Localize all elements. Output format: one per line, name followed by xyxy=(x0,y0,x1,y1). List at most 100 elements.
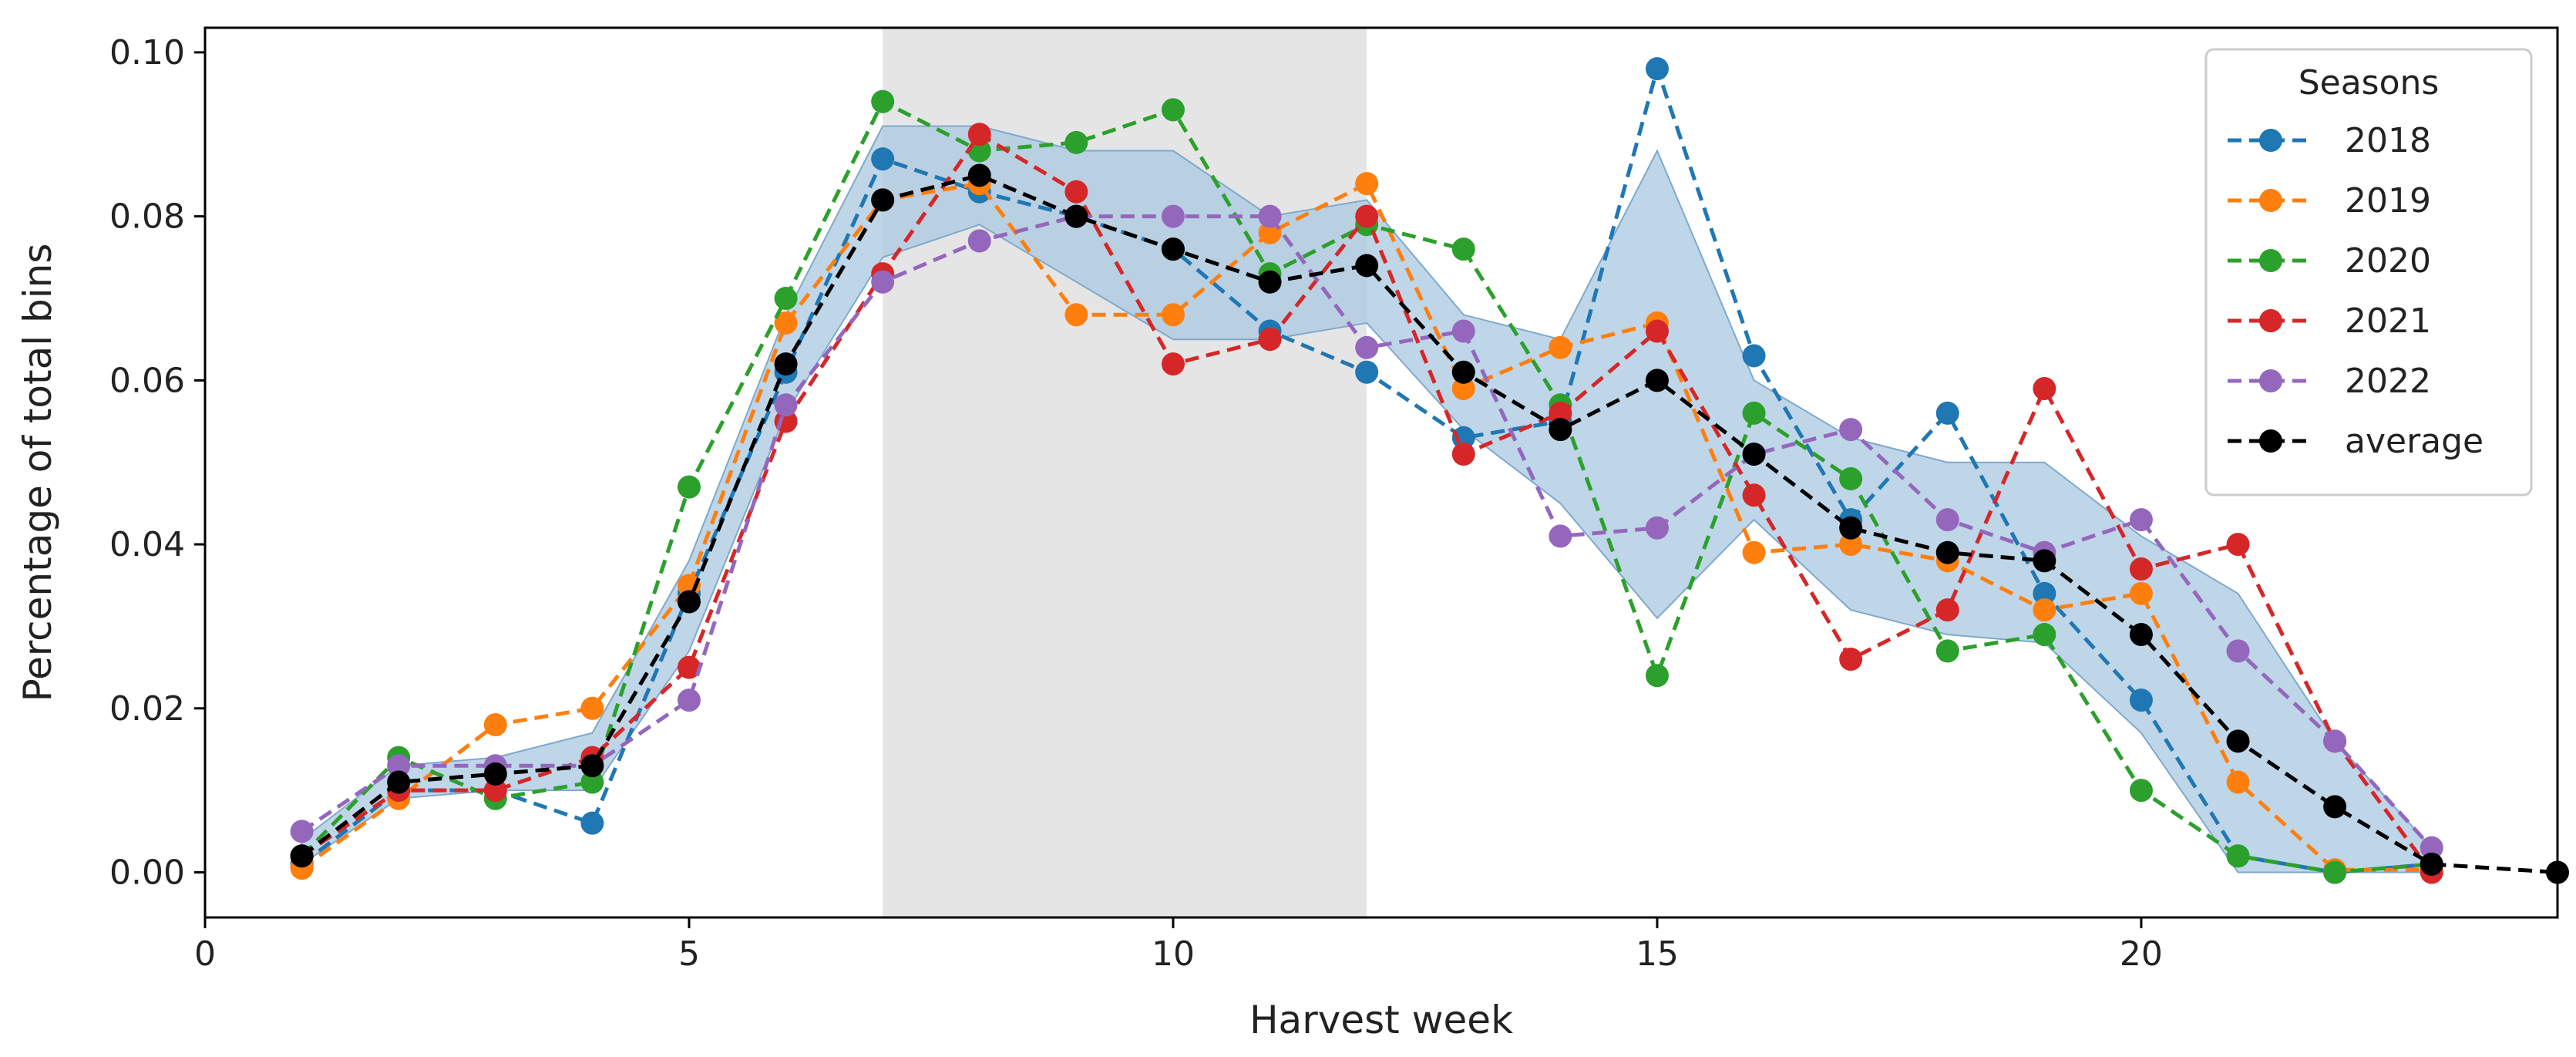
data-point-2018 xyxy=(1935,401,1959,425)
data-point-average xyxy=(774,352,798,376)
data-point-2019 xyxy=(1742,540,1766,564)
data-point-2019 xyxy=(2033,598,2056,622)
data-point-average xyxy=(1355,254,1379,278)
data-point-2021 xyxy=(1645,319,1669,343)
data-point-2020 xyxy=(2323,860,2347,884)
data-point-2019 xyxy=(580,696,604,720)
data-point-2020 xyxy=(1161,98,1185,122)
data-point-average xyxy=(871,188,895,212)
data-point-2022 xyxy=(871,270,895,294)
legend-title: Seasons xyxy=(2299,63,2440,103)
y-axis-title: Percentage of total bins xyxy=(15,244,60,702)
data-point-2022 xyxy=(290,820,314,843)
data-point-2020 xyxy=(1742,401,1766,425)
data-point-average xyxy=(2323,795,2347,819)
data-point-2022 xyxy=(677,688,701,712)
data-point-average xyxy=(967,163,991,187)
x-tick-label: 0 xyxy=(194,934,216,974)
data-point-2018 xyxy=(871,147,895,171)
data-point-2022 xyxy=(2323,729,2347,753)
legend-label: 2022 xyxy=(2345,362,2431,401)
x-tick-label: 15 xyxy=(1636,934,1679,974)
data-point-2021 xyxy=(1742,483,1766,507)
data-point-2022 xyxy=(387,754,411,778)
data-point-2018 xyxy=(1742,344,1766,368)
data-point-average xyxy=(1451,360,1475,384)
data-point-2019 xyxy=(483,713,507,737)
legend-marker xyxy=(2259,189,2282,212)
data-point-average xyxy=(1839,516,1863,540)
data-point-2022 xyxy=(1935,508,1959,532)
data-point-2019 xyxy=(1451,376,1475,400)
legend-item-2022: 2022 xyxy=(2228,362,2431,401)
data-point-2021 xyxy=(2226,533,2250,557)
data-point-2019 xyxy=(1355,172,1379,196)
data-point-2022 xyxy=(1258,204,1282,228)
legend-box xyxy=(2204,48,2533,497)
legend-label: 2020 xyxy=(2345,241,2431,281)
legend-label: 2019 xyxy=(2345,181,2431,220)
data-point-2019 xyxy=(2129,581,2153,605)
data-point-average xyxy=(1064,204,1088,228)
data-point-average xyxy=(387,770,411,794)
data-point-2022 xyxy=(2129,508,2153,532)
data-point-2022 xyxy=(1451,319,1475,343)
x-axis-title: Harvest week xyxy=(1249,998,1513,1042)
legend-marker xyxy=(2259,429,2282,453)
data-point-average xyxy=(2226,729,2250,753)
data-point-2020 xyxy=(2129,779,2153,803)
legend-marker xyxy=(2259,249,2282,272)
legend-marker xyxy=(2259,129,2282,152)
legend-item-2018: 2018 xyxy=(2228,121,2431,160)
data-point-2021 xyxy=(677,655,701,679)
axes: 0 5 10 15 20 0.00 0.02 0.04 0.06 0.08 0.10 Harvest … xyxy=(15,26,2559,1042)
data-point-2019 xyxy=(1549,335,1572,359)
data-point-2018 xyxy=(1645,57,1669,81)
series-line-2019 xyxy=(301,181,2432,872)
data-point-average xyxy=(2129,623,2153,647)
y-tick-label: 0.02 xyxy=(109,689,185,729)
data-point-average xyxy=(290,844,314,868)
legend-label: 2021 xyxy=(2345,301,2431,341)
y-tick-label: 0.04 xyxy=(109,525,185,564)
data-point-2022 xyxy=(774,393,798,417)
data-point-average xyxy=(1935,540,1959,564)
series-average xyxy=(290,163,2569,884)
legend-item-2019: 2019 xyxy=(2228,181,2431,220)
data-point-2022 xyxy=(1839,418,1863,442)
y-tick-label: 0.06 xyxy=(109,361,185,400)
y-tick-label: 0.10 xyxy=(109,33,185,72)
data-point-2021 xyxy=(1064,180,1088,204)
data-point-2020 xyxy=(871,89,895,113)
data-point-2020 xyxy=(580,770,604,794)
legend-item-2020: 2020 xyxy=(2228,241,2431,281)
data-point-2021 xyxy=(1839,647,1863,671)
data-point-2022 xyxy=(1161,204,1185,228)
data-point-average xyxy=(1742,443,1766,466)
legend-label: 2018 xyxy=(2345,121,2431,160)
legend: Seasons 2018 2019 2020 2021 2022 average xyxy=(2204,48,2533,497)
data-point-2018 xyxy=(580,811,604,835)
data-point-average xyxy=(1258,270,1282,294)
x-tick-label: 5 xyxy=(678,934,700,974)
data-point-average xyxy=(1645,369,1669,392)
data-point-2020 xyxy=(2033,623,2056,647)
data-point-2021 xyxy=(1355,204,1379,228)
data-point-average xyxy=(483,762,507,786)
x-tick-label: 20 xyxy=(2120,934,2163,974)
data-point-2021 xyxy=(1451,443,1475,466)
data-point-2021 xyxy=(2033,376,2056,400)
data-point-2022 xyxy=(1355,335,1379,359)
data-point-2020 xyxy=(2226,844,2250,868)
data-point-2018 xyxy=(2129,688,2153,712)
legend-item-2021: 2021 xyxy=(2228,301,2431,341)
data-point-2021 xyxy=(483,779,507,803)
data-point-average xyxy=(677,590,701,614)
data-point-2022 xyxy=(2226,639,2250,663)
data-point-average xyxy=(2420,852,2443,876)
y-tick-label: 0.00 xyxy=(109,853,185,893)
data-point-2020 xyxy=(1451,237,1475,261)
data-point-average xyxy=(1161,237,1185,261)
data-point-2018 xyxy=(2033,581,2056,605)
